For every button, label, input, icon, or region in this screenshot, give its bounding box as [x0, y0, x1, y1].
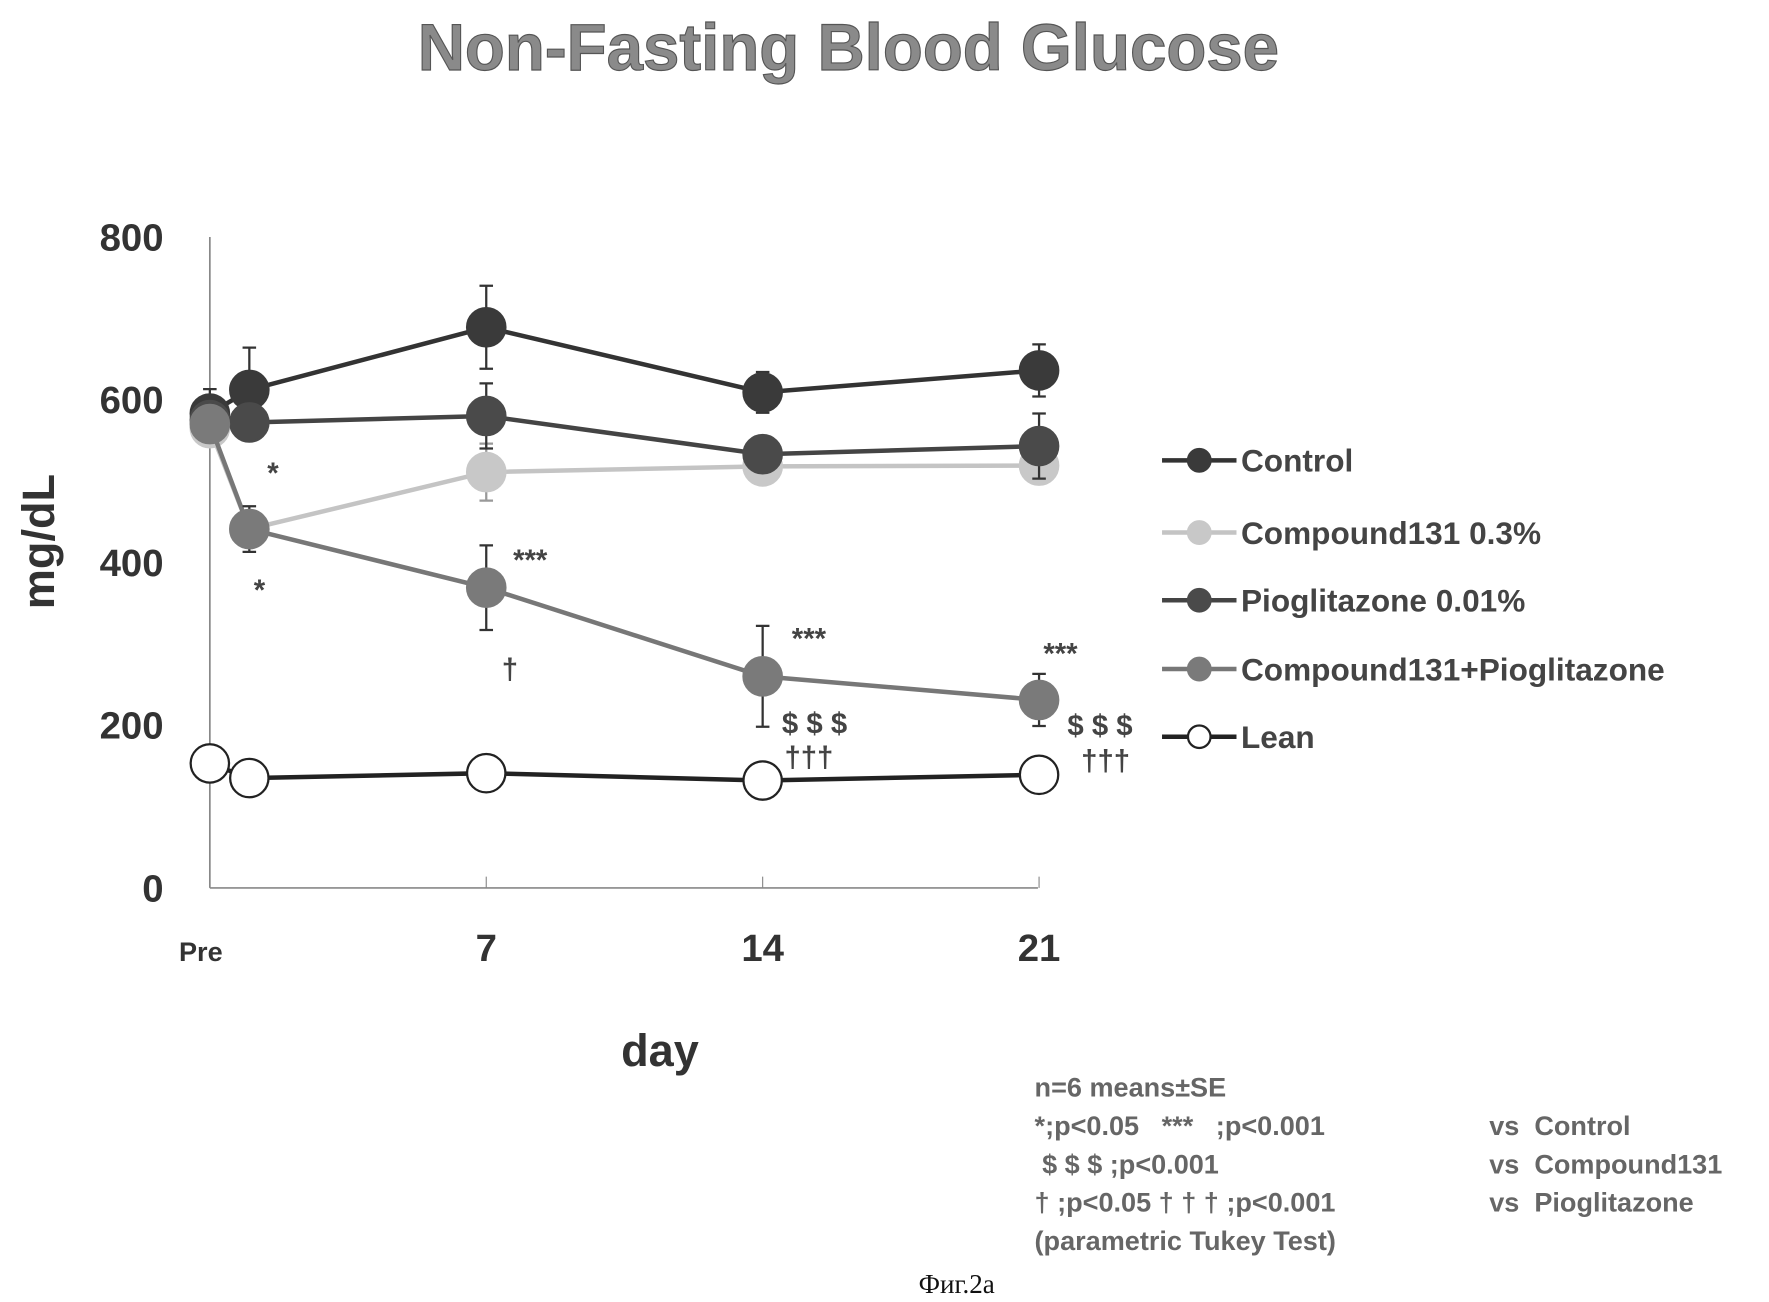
- note-line: n=6 means±SE: [1035, 1072, 1227, 1103]
- legend-item: Control: [1162, 443, 1353, 479]
- x-tick-label: 21: [1018, 927, 1061, 970]
- series-line: [209, 761, 1040, 783]
- x-tick-label: 14: [741, 927, 784, 970]
- significance-marker: *: [254, 574, 266, 607]
- data-point: [229, 757, 270, 799]
- data-point: [465, 451, 507, 493]
- significance-marker: ***: [1043, 637, 1078, 670]
- note-line: $ $ $ ;p<0.001: [1035, 1148, 1219, 1179]
- series-control: [189, 284, 1060, 440]
- legend-label: Pioglitazone 0.01%: [1241, 583, 1525, 619]
- significance-marker: †††: [784, 741, 833, 774]
- data-point: [465, 567, 507, 608]
- note-vs: vs Pioglitazone: [1489, 1187, 1694, 1218]
- y-tick-label: 0: [142, 867, 163, 910]
- figure-label: Фиг.2а: [919, 1269, 995, 1299]
- legend-label: Compound131 0.3%: [1241, 515, 1541, 551]
- note-line: † ;p<0.05 † † † ;p<0.001: [1035, 1187, 1336, 1218]
- data-point: [1018, 679, 1060, 721]
- legend-marker: [1186, 447, 1212, 473]
- chart-title: Non-Fasting Blood Glucose: [418, 11, 1279, 84]
- data-point: [465, 306, 507, 348]
- legend-item: Compound131+Pioglitazone: [1162, 651, 1665, 687]
- x-tick-label: 7: [476, 927, 497, 970]
- note-vs: vs Control: [1489, 1110, 1630, 1141]
- series-compound131: [189, 407, 1060, 550]
- note-line: *;p<0.05 *** ;p<0.001: [1035, 1110, 1325, 1141]
- notes: n=6 means±SE *;p<0.05 *** ;p<0.001 $ $ $…: [1035, 1072, 1723, 1256]
- data-point: [465, 752, 507, 794]
- significance-marker: †: [502, 653, 518, 686]
- data-point: [742, 656, 783, 697]
- significance-marker: ***: [513, 544, 548, 577]
- note-line: (parametric Tukey Test): [1035, 1225, 1336, 1256]
- series-line: [208, 324, 1040, 416]
- data-point: [742, 433, 783, 475]
- series-lean: [189, 743, 1060, 801]
- legend-label: Compound131+Pioglitazone: [1241, 651, 1665, 687]
- legend-item: Lean: [1162, 719, 1315, 755]
- y-tick-label: 600: [100, 379, 164, 422]
- y-tick-label: 800: [100, 216, 164, 259]
- significance-marker: $ $ $: [1067, 710, 1132, 743]
- data-point: [1018, 425, 1060, 467]
- data-point: [189, 743, 231, 784]
- legend-label: Control: [1241, 443, 1353, 479]
- significance-marker: $ $ $: [782, 707, 847, 740]
- significance-marker: *: [267, 457, 279, 490]
- data-point: [742, 760, 783, 801]
- data-point: [189, 403, 231, 445]
- series-line: [207, 427, 1040, 532]
- y-axis-label: mg/dL: [13, 474, 64, 609]
- data-point: [742, 372, 783, 413]
- legend-marker: [1186, 724, 1212, 750]
- data-point: [229, 508, 270, 550]
- series-compound131+pioglitazone: [189, 403, 1060, 728]
- legend-label: Lean: [1241, 719, 1315, 755]
- y-tick-label: 400: [100, 542, 164, 585]
- legend-marker: [1186, 656, 1212, 682]
- significance-marker: †††: [1081, 745, 1130, 778]
- legend-marker: [1186, 587, 1212, 613]
- legend-item: Compound131 0.3%: [1162, 515, 1541, 551]
- data-point: [1018, 754, 1060, 796]
- legend-item: Pioglitazone 0.01%: [1162, 583, 1525, 619]
- significance-marker: ***: [792, 623, 827, 656]
- legend-marker: [1186, 520, 1212, 545]
- data-point: [229, 402, 270, 443]
- note-vs: vs Compound131: [1489, 1148, 1722, 1179]
- x-axis-label: day: [621, 1025, 699, 1076]
- x-tick-label: Pre: [179, 936, 223, 967]
- series-line: [209, 413, 1040, 457]
- data-point: [465, 395, 507, 437]
- y-tick-label: 200: [100, 705, 164, 748]
- data-point: [1018, 350, 1060, 391]
